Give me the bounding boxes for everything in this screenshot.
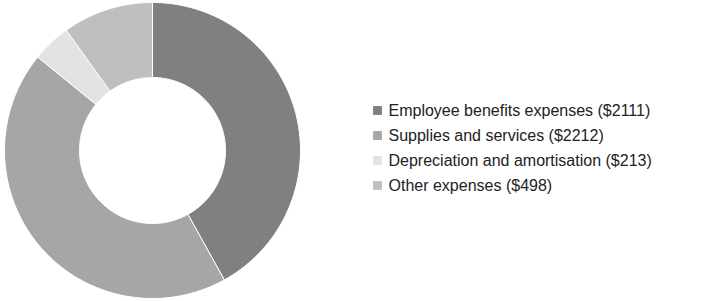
svg-text:Other expenses ($498): Other expenses ($498): [389, 177, 553, 194]
svg-text:Employee benefits expenses ($2: Employee benefits expenses ($2111): [389, 102, 651, 119]
svg-text:Depreciation and amortisation: Depreciation and amortisation ($213): [389, 152, 652, 169]
svg-text:Supplies and services ($2212): Supplies and services ($2212): [389, 127, 604, 144]
